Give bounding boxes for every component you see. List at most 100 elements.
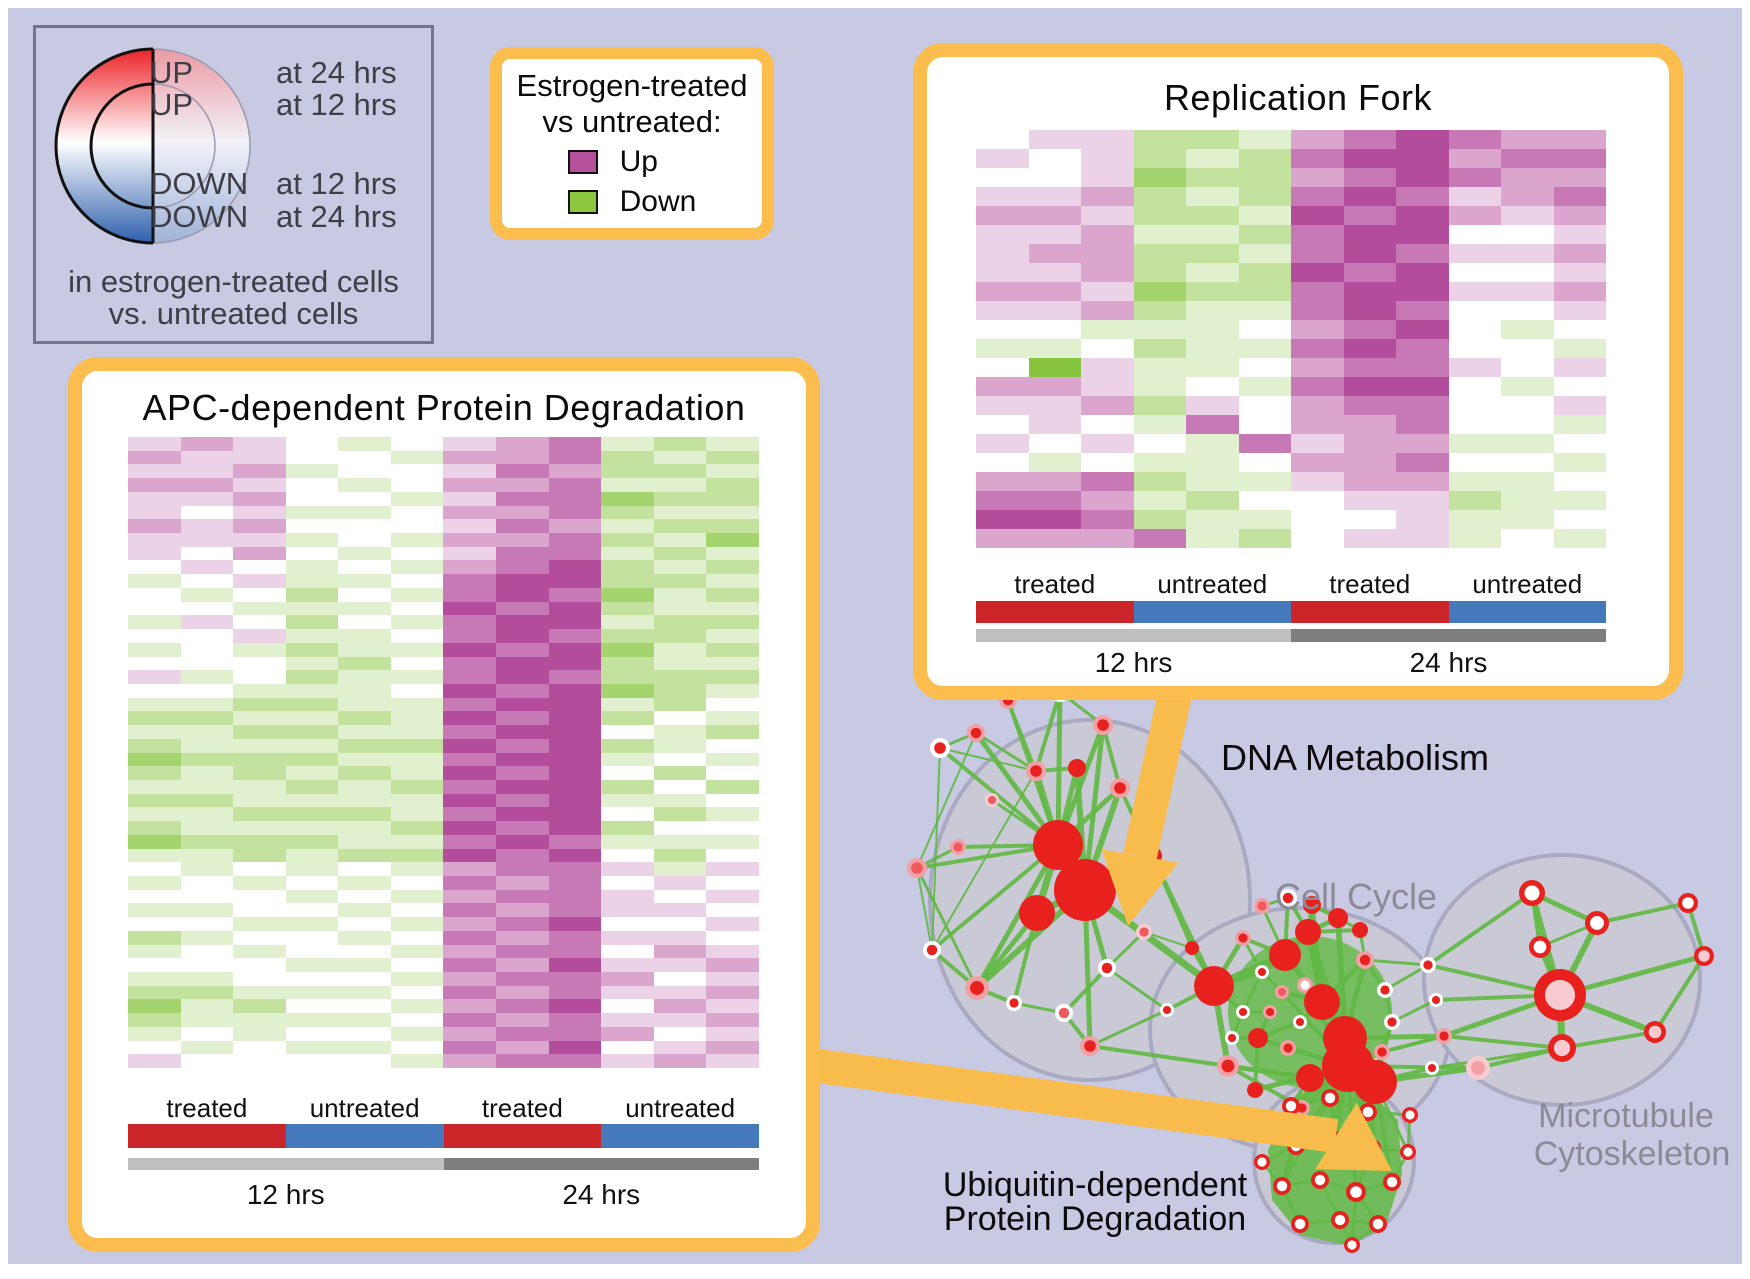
replication-fork-heatmap [976, 130, 1606, 548]
heatmap-row [976, 263, 1606, 282]
heatmap-row [128, 437, 759, 451]
heatmap-row [128, 985, 759, 1000]
ring-legend-time-2: at 12 hrs [276, 166, 397, 201]
network-label-2: Microtubule [1538, 1097, 1714, 1135]
heatmap-row [128, 766, 759, 780]
heatmap-row [128, 546, 759, 561]
heatmap-row [976, 415, 1606, 434]
ring-legend-footer-line2: vs. untreated cells [108, 296, 359, 331]
heatmap-row [128, 821, 759, 835]
ring-legend-direction-3: DOWN [150, 199, 249, 234]
gene-set-node [1247, 1082, 1263, 1098]
heatmap-row [128, 683, 759, 698]
network-label-3: Cytoskeleton [1534, 1135, 1731, 1173]
heatmap-row [128, 793, 759, 808]
treated-bar [1291, 601, 1449, 623]
heatmap-row [128, 629, 759, 643]
network-label-4: Ubiquitin-dependent [943, 1166, 1248, 1204]
heatmap-row [128, 615, 759, 630]
updown-legend-items: Up Down [567, 139, 696, 219]
heatmap-row [128, 917, 759, 931]
time-label-24hrs: 24 hrs [562, 1179, 641, 1210]
legend-item-label: Up [619, 145, 658, 179]
heatmap-row [128, 519, 759, 534]
heatmap-row [128, 656, 759, 671]
ring-legend-footer-line1: in estrogen-treated cells [68, 264, 399, 299]
replication-fork-panel: Replication Fork treated untreated treated… [913, 43, 1683, 700]
heatmap-row [128, 876, 759, 890]
untreated-bar [1448, 601, 1606, 623]
untreated-bar [1133, 601, 1291, 623]
heatmap-row [976, 434, 1606, 453]
gene-set-node [1353, 1060, 1397, 1104]
gene-set-node [1248, 1028, 1268, 1048]
untreated-bar [285, 1124, 444, 1148]
heatmap-row [976, 225, 1606, 244]
gene-set-node [1185, 941, 1199, 955]
group-label-untreated-3: untreated [625, 1093, 736, 1123]
heatmap-row [128, 1013, 759, 1027]
heatmap-row [976, 377, 1606, 396]
gene-set-node [1033, 820, 1083, 870]
heatmap-row [976, 301, 1606, 320]
group-label-untreated-3: untreated [1472, 569, 1583, 599]
gene-set-node [1296, 1064, 1324, 1092]
heatmap-row [128, 574, 759, 588]
heatmap-row [128, 505, 759, 520]
up-color-swatch [567, 150, 598, 175]
treated-bar [976, 601, 1134, 623]
heatmap-row [128, 807, 759, 822]
ring-legend-time-1: at 12 hrs [276, 87, 397, 122]
time-bar-12hrs [128, 1158, 444, 1170]
gene-set-node [1304, 984, 1340, 1020]
arrow-head-replication-to-dna [1101, 849, 1179, 926]
heatmap-row [976, 396, 1606, 415]
up-down-ring-legend-icon [54, 47, 251, 245]
gene-set-node [1269, 939, 1301, 971]
heatmap-row [128, 533, 759, 547]
network-label-5: Protein Degradation [944, 1200, 1246, 1238]
treated-bar [128, 1124, 286, 1148]
group-label-untreated-1: untreated [309, 1093, 420, 1123]
group-label-untreated-1: untreated [1157, 569, 1268, 599]
heatmap-row [128, 999, 759, 1014]
heatmap-row [128, 738, 759, 753]
replication-fork-title: Replication Fork [1163, 77, 1433, 118]
treated-bar [443, 1124, 602, 1148]
heatmap-row [128, 601, 759, 616]
untreated-bar [601, 1124, 759, 1148]
gene-set-node [1295, 919, 1321, 945]
down-color-swatch [567, 190, 598, 215]
ring-legend-direction-0: UP [150, 55, 194, 90]
gene-set-node [1194, 966, 1234, 1006]
heatmap-row [976, 130, 1606, 149]
heatmap-row [976, 244, 1606, 263]
heatmap-row [976, 510, 1606, 529]
heatmap-row [128, 642, 759, 657]
heatmap-row [976, 358, 1606, 377]
heatmap-row [976, 149, 1606, 168]
updown-color-legend-box: Estrogen-treated vs untreated: Up Down [490, 47, 774, 240]
heatmap-row [128, 670, 759, 684]
ring-legend-time-3: at 24 hrs [276, 199, 397, 234]
ring-legend-time-0: at 24 hrs [276, 55, 397, 90]
heatmap-row [128, 862, 759, 876]
ring-legend-direction-1: UP [150, 87, 194, 122]
heatmap-row [128, 752, 759, 767]
heatmap-row [128, 450, 759, 465]
heatmap-row [976, 472, 1606, 491]
gene-set-node [1019, 895, 1055, 931]
heatmap-row [128, 930, 759, 945]
heatmap-row [128, 1054, 759, 1069]
updown-legend-title-line2: vs untreated: [542, 103, 722, 139]
group-label-treated-0: treated [1014, 569, 1096, 599]
heatmap-row [128, 834, 759, 849]
ring-legend-direction-2: DOWN [150, 166, 249, 201]
group-label-treated-2: treated [1329, 569, 1411, 599]
heatmap-row [976, 187, 1606, 206]
heatmap-row [128, 711, 759, 726]
updown-legend-title-line1: Estrogen-treated [516, 67, 748, 103]
time-bar-24hrs [443, 1158, 759, 1170]
network-label-0: DNA Metabolism [1221, 737, 1489, 778]
